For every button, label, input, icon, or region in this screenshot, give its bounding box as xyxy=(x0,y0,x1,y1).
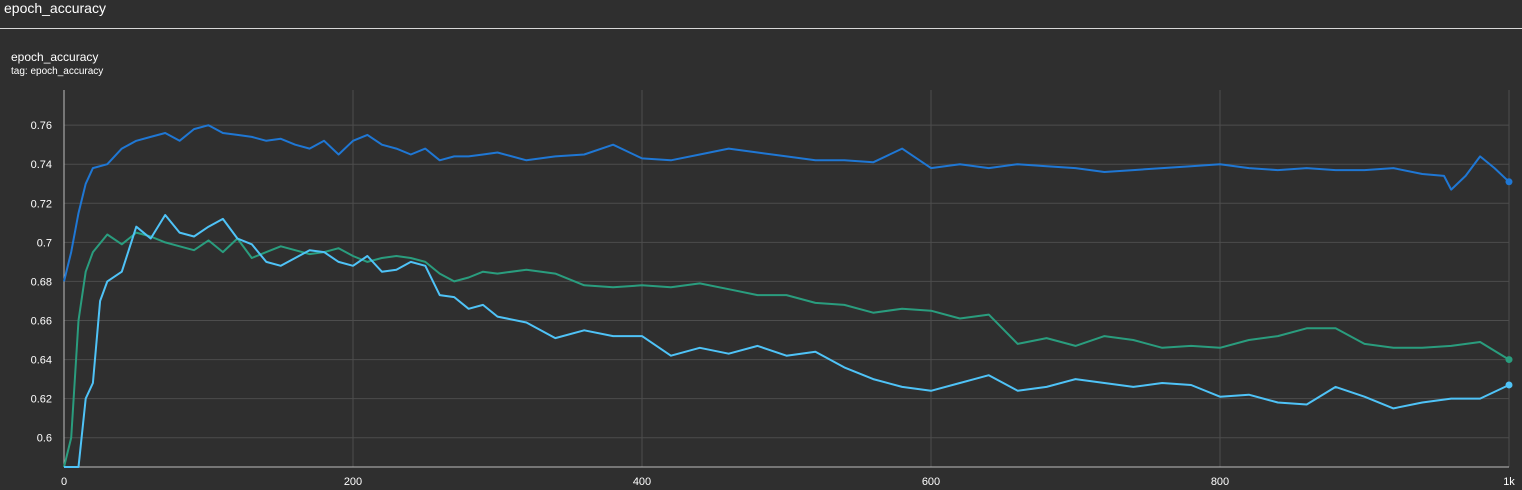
chart-tick-labels: 0.6 0.62 0.64 0.66 0.68 0.7 0.72 0.74 0.76 0 200 40… xyxy=(31,120,1516,488)
chart-grid xyxy=(64,90,1510,467)
section-title: epoch_accuracy xyxy=(4,0,106,16)
series-line-2 xyxy=(63,231,1510,468)
chart-series xyxy=(63,124,1513,468)
chart-axes xyxy=(63,90,1509,468)
series-line-1 xyxy=(63,124,1510,282)
x-tick-label: 400 xyxy=(633,476,651,488)
series-endpoint-3 xyxy=(1505,381,1513,389)
y-tick-label: 0.74 xyxy=(31,159,52,171)
x-tick-label: 1k xyxy=(1503,476,1515,488)
y-tick-label: 0.76 xyxy=(31,120,52,132)
x-tick-label: 0 xyxy=(61,476,67,488)
series-line-3 xyxy=(64,214,1510,468)
x-tick-label: 800 xyxy=(1211,476,1229,488)
series-endpoint-2 xyxy=(1505,356,1513,364)
card-tag: tag: epoch_accuracy xyxy=(11,66,104,77)
y-tick-label: 0.64 xyxy=(31,355,52,367)
x-tick-label: 200 xyxy=(344,476,362,488)
y-tick-label: 0.7 xyxy=(37,237,52,249)
y-tick-label: 0.68 xyxy=(31,276,52,288)
y-tick-label: 0.62 xyxy=(31,394,52,406)
x-tick-label: 600 xyxy=(922,476,940,488)
chart-card: epoch_accuracy tag: epoch_accuracy 0.6 0.… xyxy=(0,44,1522,490)
y-tick-label: 0.66 xyxy=(31,315,52,327)
y-tick-label: 0.72 xyxy=(31,198,52,210)
card-title: epoch_accuracy xyxy=(11,50,99,64)
y-tick-label: 0.6 xyxy=(37,433,52,445)
series-endpoint-1 xyxy=(1505,178,1513,186)
chart-svg: 0.6 0.62 0.64 0.66 0.68 0.7 0.72 0.74 0.76 0 200 40… xyxy=(31,90,1516,488)
section-header: epoch_accuracy xyxy=(0,0,1522,29)
